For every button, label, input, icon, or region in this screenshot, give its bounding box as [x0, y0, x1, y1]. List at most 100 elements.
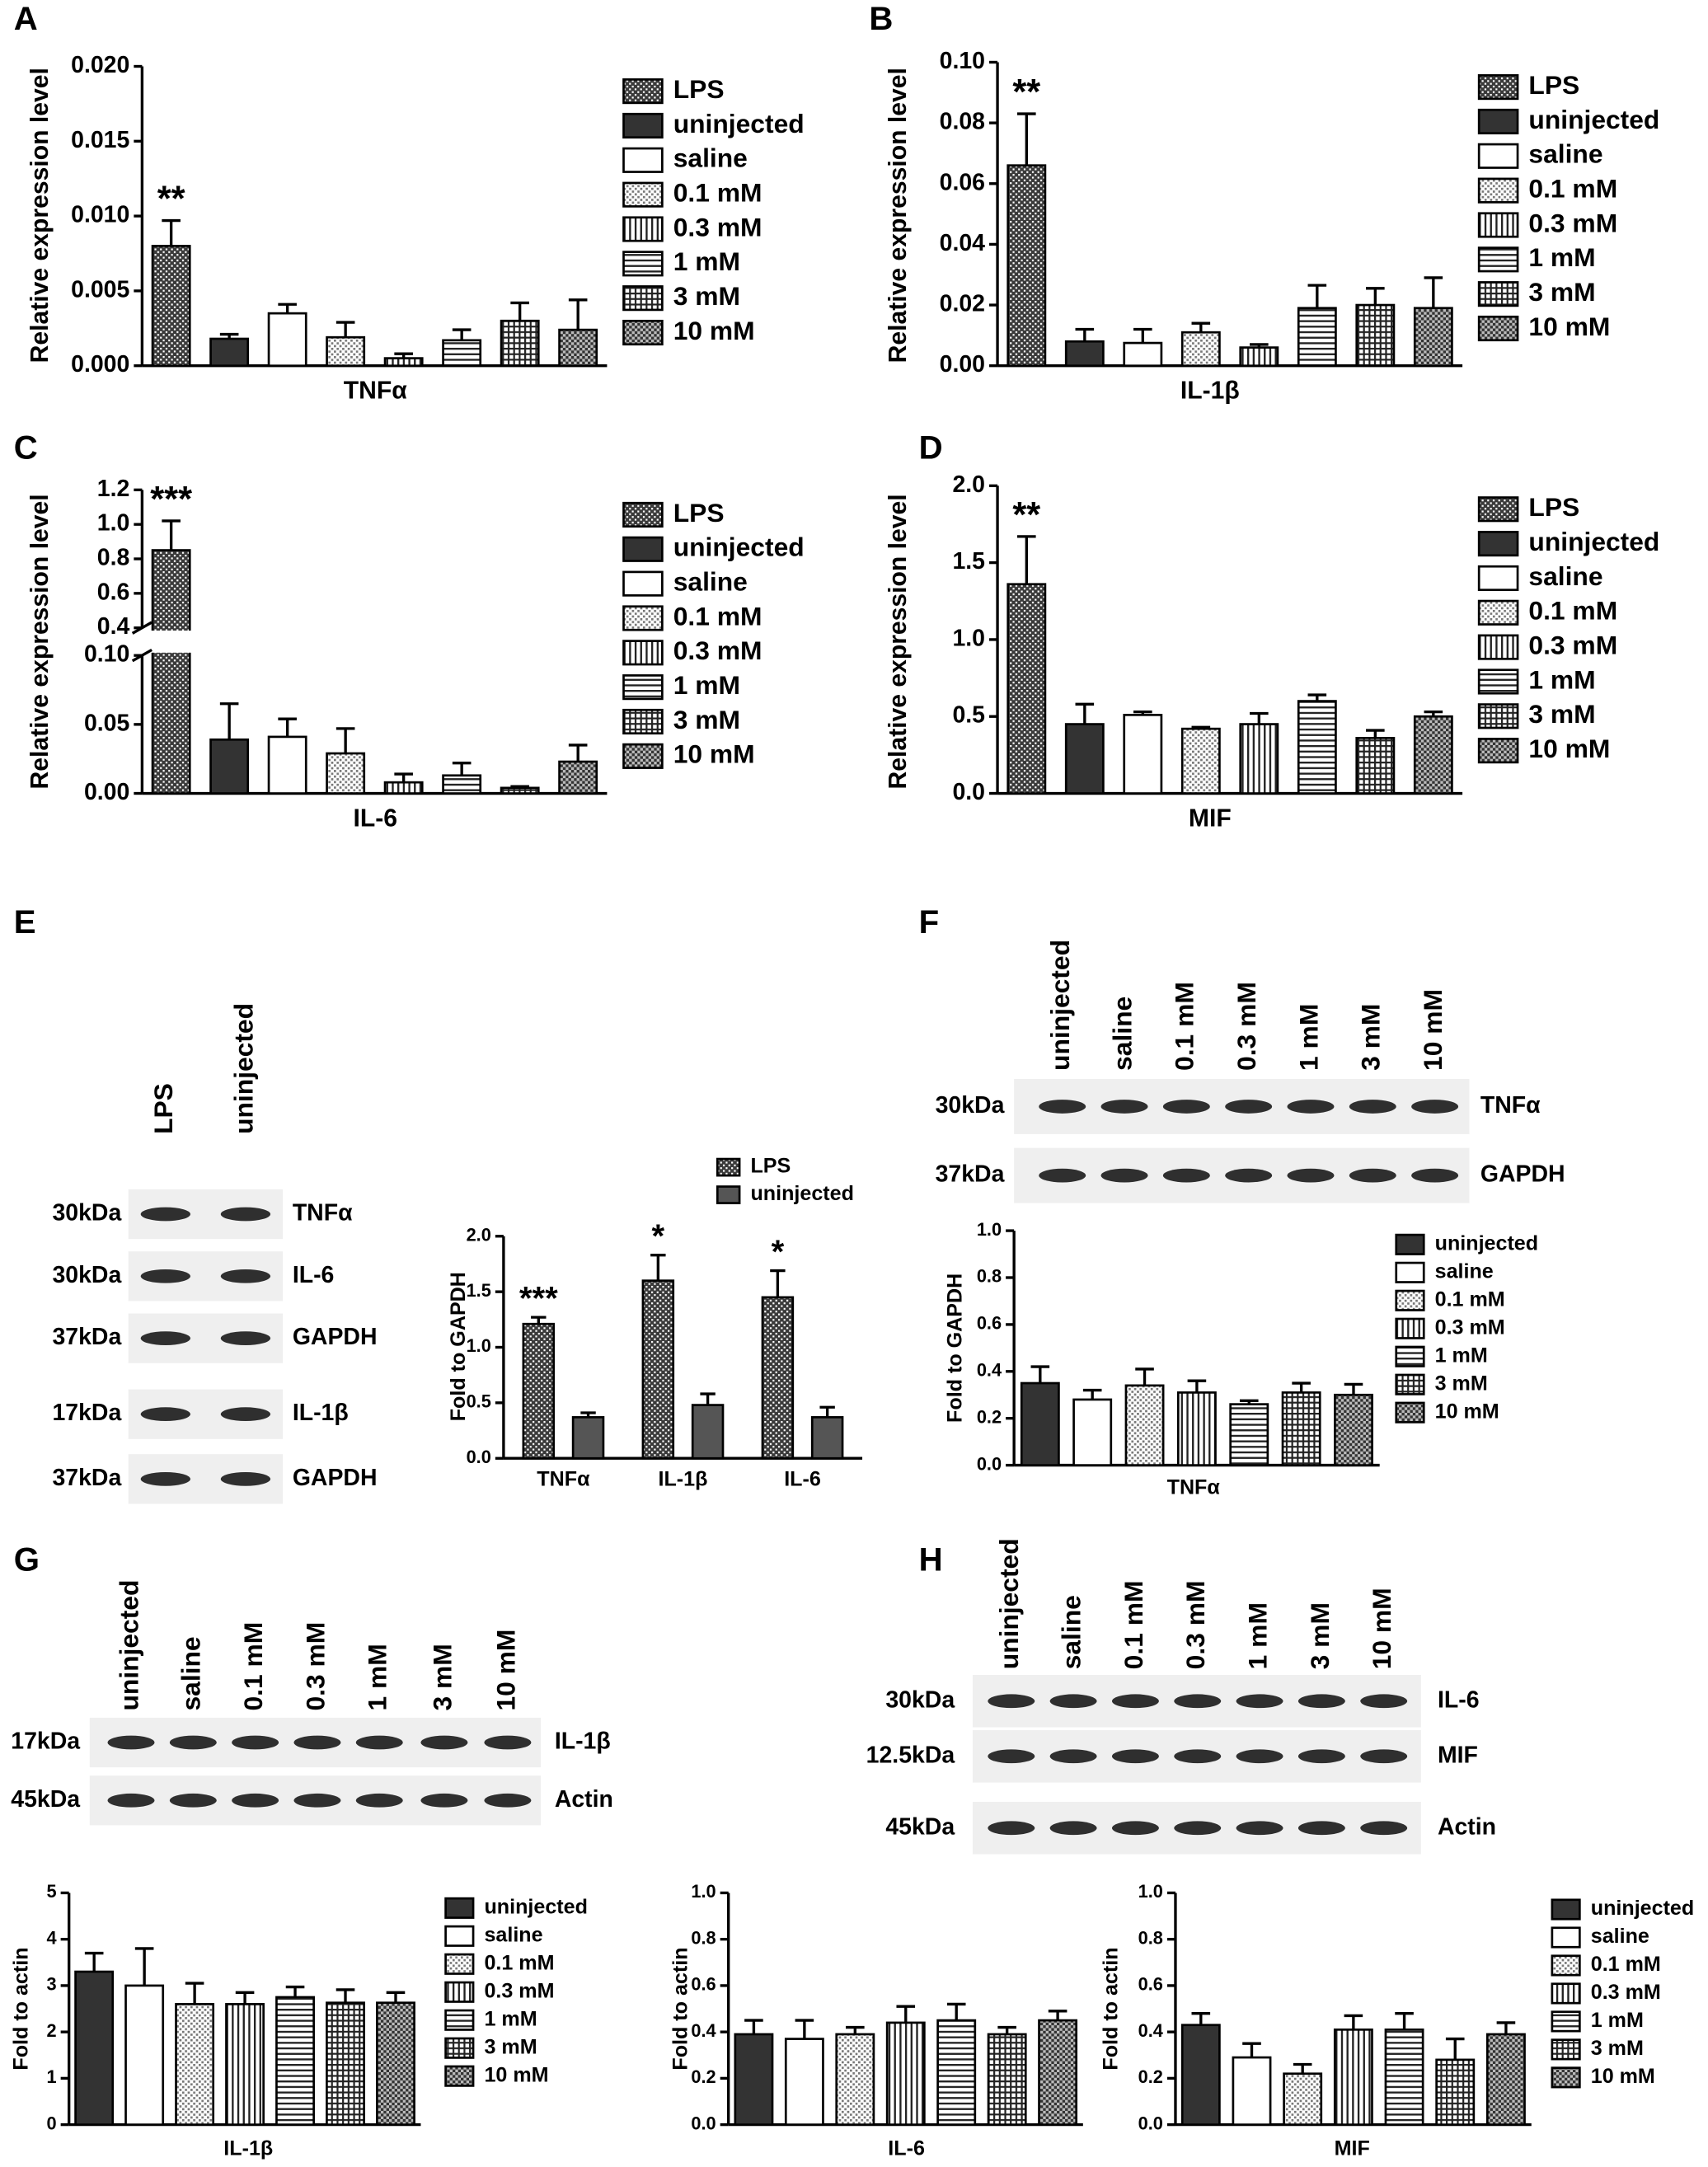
- axis-break-mark: [131, 621, 152, 635]
- bar: [1297, 307, 1337, 368]
- legend-label: 3 mM: [484, 2035, 537, 2058]
- y-tick-label: 1: [47, 2066, 57, 2087]
- blot-band: [1360, 1694, 1408, 1709]
- legend-swatch: [1395, 1289, 1425, 1311]
- legend-label: 3 mM: [673, 705, 740, 734]
- legend-swatch: [444, 2065, 475, 2087]
- legend-swatch: [622, 319, 664, 346]
- size-label: 37kDa: [936, 1161, 1005, 1188]
- y-tick-label: 0.4: [97, 613, 130, 640]
- legend-label: uninjected: [673, 532, 805, 562]
- legend-swatch: [1477, 738, 1519, 764]
- protein-label: Actin: [1438, 1813, 1496, 1840]
- bar: [1038, 2019, 1078, 2126]
- bar: [1355, 737, 1396, 795]
- legend-swatch: [444, 2009, 475, 2031]
- y-tick-label: 0.0: [977, 1453, 1002, 1474]
- y-tick-label: 4: [47, 1927, 57, 1948]
- bar: [209, 738, 250, 795]
- bar: [784, 2038, 824, 2126]
- legend-swatch: [622, 147, 664, 173]
- legend-swatch: [622, 251, 664, 277]
- lane-label: 0.3 mM: [1180, 1581, 1210, 1670]
- legend-label: 0.3 mM: [673, 212, 762, 242]
- y-tick-label: 0.0: [952, 779, 985, 805]
- y-axis-label: Fold to actin: [1100, 1947, 1123, 2070]
- panel-label: A: [14, 0, 38, 37]
- bar: [1064, 723, 1105, 795]
- legend-label: uninjected: [1435, 1231, 1538, 1255]
- legend-label: 10 mM: [673, 739, 755, 769]
- bar: [376, 2001, 415, 2126]
- bar: [987, 2033, 1027, 2126]
- panel-label: F: [919, 903, 940, 940]
- blot-band: [1287, 1100, 1335, 1114]
- panel-label: B: [869, 0, 893, 37]
- significance-label: **: [1012, 73, 1040, 112]
- blot-band: [1236, 1749, 1283, 1764]
- legend-label: 0.3 mM: [1528, 208, 1617, 237]
- bar: [1020, 1381, 1060, 1466]
- blot-band: [220, 1331, 271, 1345]
- legend-swatch: [622, 536, 664, 562]
- blot-band: [484, 1793, 532, 1808]
- legend-label: 0.1 mM: [673, 601, 762, 631]
- legend-label: LPS: [1528, 70, 1579, 100]
- bar: [151, 245, 191, 368]
- legend-swatch: [622, 743, 664, 769]
- lane-label: 10 mM: [490, 1630, 520, 1711]
- bar: [500, 786, 540, 795]
- bar: [1334, 1393, 1373, 1466]
- blot-band: [1111, 1821, 1159, 1836]
- blot-band: [1174, 1821, 1222, 1836]
- blot-band: [355, 1735, 403, 1750]
- blot-band: [1174, 1694, 1222, 1709]
- bar: [1229, 1403, 1269, 1466]
- blot-band: [1039, 1168, 1086, 1183]
- blot-band: [1039, 1100, 1086, 1114]
- lane-label: uninjected: [1045, 940, 1075, 1071]
- y-tick-label: 0.00: [940, 351, 985, 378]
- blot-band: [140, 1269, 190, 1283]
- legend-label: LPS: [1528, 492, 1579, 522]
- bar: [1355, 303, 1396, 368]
- blot-band: [1049, 1821, 1097, 1836]
- y-tick-label: 0.06: [940, 169, 985, 195]
- legend-swatch: [1477, 634, 1519, 660]
- bar: [442, 774, 482, 795]
- legend-swatch: [1395, 1345, 1425, 1367]
- y-tick-label: 0.10: [84, 641, 129, 668]
- legend-label: uninjected: [750, 1182, 853, 1205]
- blot-band: [1411, 1100, 1459, 1114]
- bar: [885, 2021, 926, 2126]
- bar: [151, 549, 191, 795]
- legend-swatch: [622, 674, 664, 701]
- y-tick-label: 1.0: [691, 1881, 716, 1902]
- blot-band: [988, 1821, 1035, 1836]
- legend-swatch: [1477, 108, 1519, 135]
- y-tick-label: 0.4: [977, 1360, 1002, 1381]
- y-tick-label: 0.4: [1138, 2020, 1163, 2041]
- y-tick-label: 0.015: [71, 127, 129, 153]
- legend-swatch: [622, 570, 664, 597]
- legend-swatch: [444, 1953, 475, 1975]
- y-axis-label: Relative expression level: [26, 68, 54, 363]
- blot-band: [1225, 1100, 1273, 1114]
- legend-swatch: [1551, 2010, 1581, 2033]
- legend-swatch: [622, 112, 664, 139]
- lane-label: LPS: [148, 1083, 178, 1134]
- blot-band: [140, 1407, 190, 1422]
- protein-label: IL-6: [293, 1262, 335, 1288]
- bar: [1006, 583, 1047, 795]
- y-tick-label: 0.5: [467, 1391, 491, 1412]
- y-tick-label: 0.2: [1138, 2066, 1163, 2087]
- legend-swatch: [1477, 496, 1519, 523]
- legend-label: 1 mM: [1528, 664, 1595, 694]
- protein-label: MIF: [1438, 1742, 1478, 1768]
- bar: [1123, 341, 1163, 368]
- y-axis-label: Relative expression level: [26, 494, 54, 789]
- lane-label: 0.1 mM: [238, 1622, 268, 1711]
- x-tick-label: IL-1β: [658, 1468, 707, 1491]
- y-tick-label: 0.0: [691, 2113, 716, 2133]
- blot-band: [988, 1749, 1035, 1764]
